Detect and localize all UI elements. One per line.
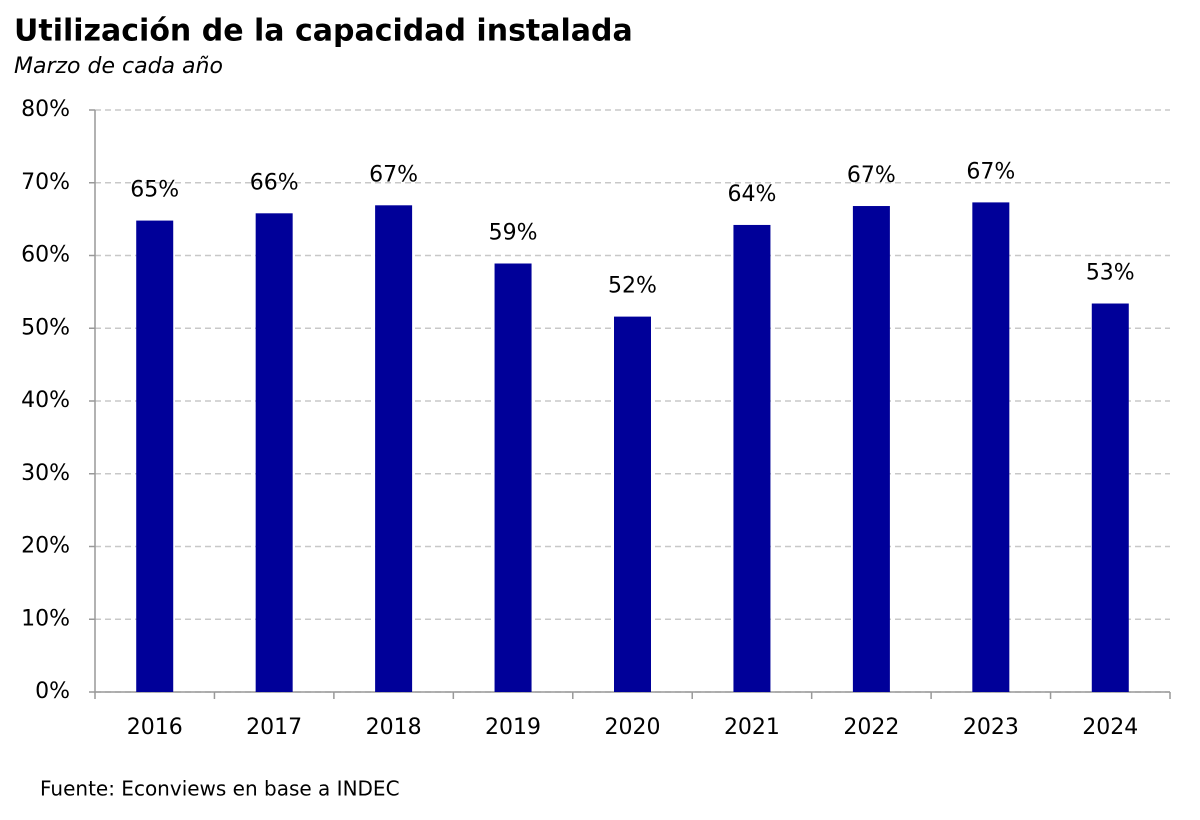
- y-tick-label: 70%: [21, 170, 70, 195]
- y-tick-label: 30%: [21, 461, 70, 486]
- value-label: 66%: [250, 170, 299, 195]
- x-tick-label: 2018: [366, 715, 422, 740]
- x-tick-label: 2016: [127, 715, 183, 740]
- x-tick-label: 2024: [1082, 715, 1138, 740]
- bar: [972, 202, 1010, 692]
- x-tick-label: 2019: [485, 715, 541, 740]
- x-tick-label: 2017: [246, 715, 302, 740]
- value-label: 67%: [369, 162, 418, 187]
- value-label: 67%: [966, 159, 1015, 184]
- bar: [494, 263, 532, 692]
- bar: [733, 224, 771, 692]
- source-note: Fuente: Econviews en base a INDEC: [40, 777, 400, 801]
- y-tick-label: 60%: [21, 243, 70, 268]
- chart-title: Utilización de la capacidad instalada: [14, 14, 633, 49]
- bar: [375, 205, 413, 693]
- x-tick-label: 2021: [724, 715, 780, 740]
- x-tick-label: 2023: [963, 715, 1019, 740]
- value-label: 67%: [847, 163, 896, 188]
- y-tick-label: 50%: [21, 315, 70, 340]
- y-tick-label: 0%: [35, 679, 70, 704]
- y-tick-label: 40%: [21, 388, 70, 413]
- bar: [1091, 303, 1129, 692]
- x-tick-label: 2022: [843, 715, 899, 740]
- value-label: 65%: [130, 178, 179, 203]
- bar: [255, 213, 293, 692]
- bar: [614, 316, 651, 692]
- bar: [136, 220, 174, 692]
- value-label: 64%: [727, 182, 776, 207]
- value-label: 59%: [489, 221, 538, 246]
- y-tick-label: 20%: [21, 534, 70, 559]
- x-tick-label: 2020: [605, 715, 661, 740]
- y-tick-label: 80%: [21, 97, 70, 122]
- value-label: 52%: [608, 274, 657, 299]
- bar: [852, 206, 890, 692]
- y-tick-label: 10%: [21, 606, 70, 631]
- value-label: 53%: [1086, 261, 1135, 286]
- chart-subtitle: Marzo de cada año: [14, 54, 223, 79]
